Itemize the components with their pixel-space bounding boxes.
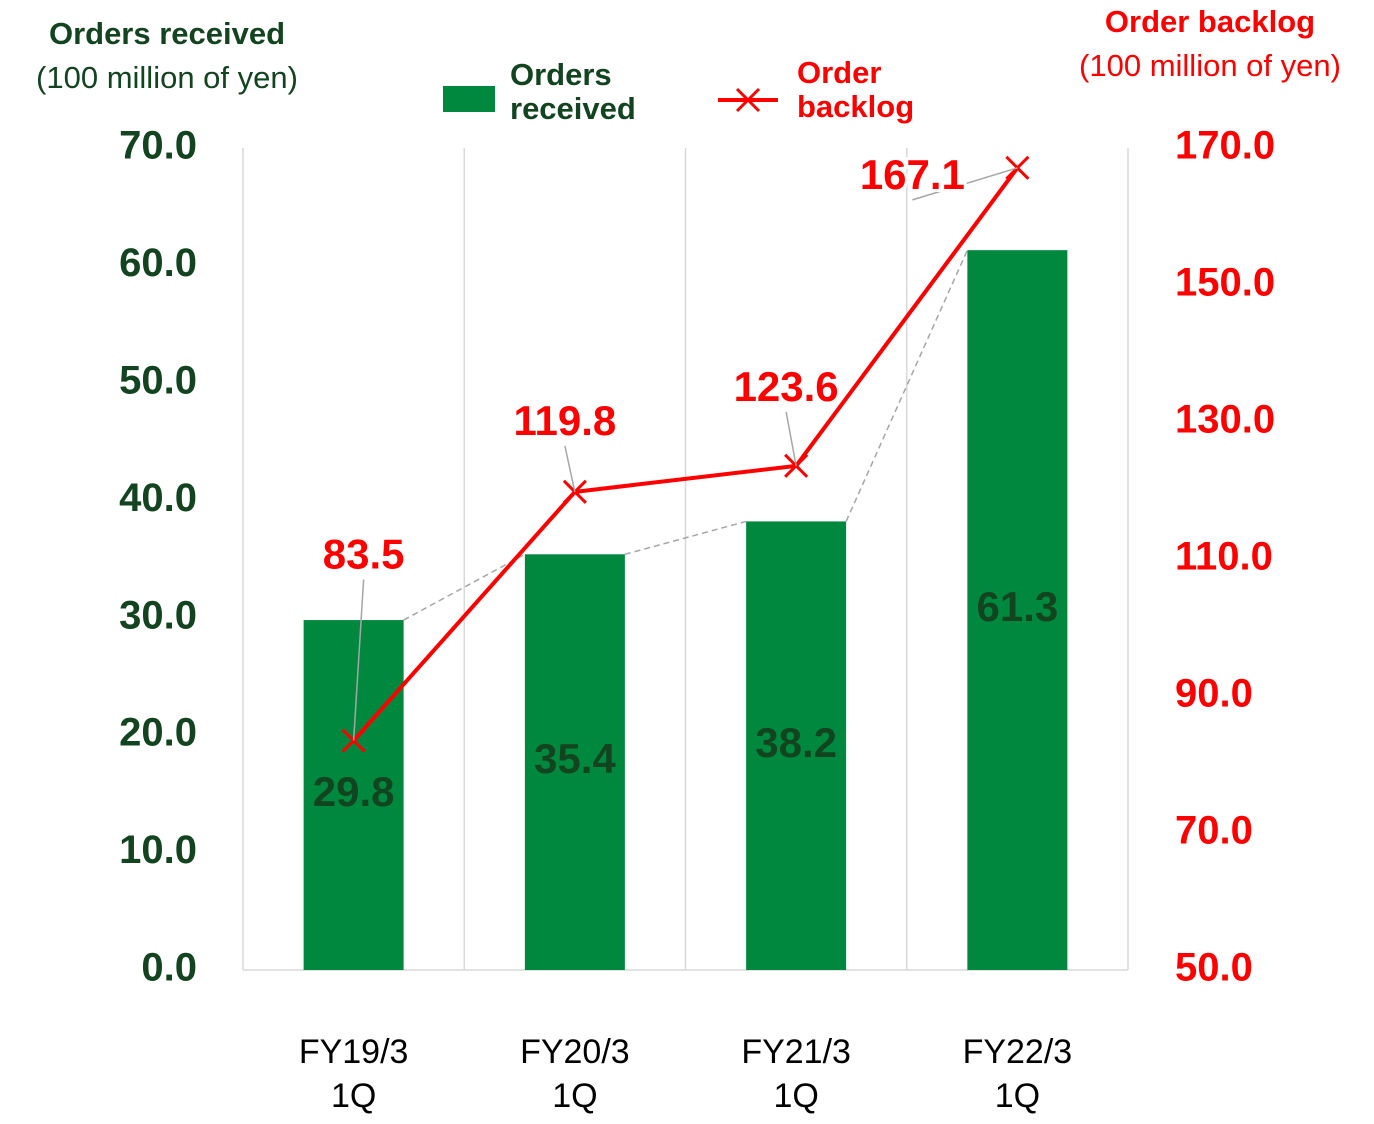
left-axis-unit: (100 million of yen) [36,60,298,95]
y2-tick-label: 70.0 [1175,809,1253,853]
y-tick-label: 10.0 [119,828,197,872]
y2-tick-label: 150.0 [1175,261,1275,305]
y2-tick-label: 170.0 [1175,124,1275,168]
left-axis-title: Orders received [49,16,285,51]
y-tick-label: 30.0 [119,593,197,637]
x-tick-label: FY19/3 1Q [298,1033,409,1115]
bar-value-label: 61.3 [977,583,1059,630]
right-axis-unit: (100 million of yen) [1079,48,1341,83]
series-line [403,553,526,621]
y2-tick-label: 110.0 [1175,535,1273,579]
y2-tick-label: 90.0 [1175,672,1253,716]
line-marker [1005,155,1030,180]
series-line [624,520,747,556]
legend-label: Order backlog [797,55,915,124]
line-value-label: 167.1 [860,151,965,198]
leader-line [785,411,797,466]
line [352,166,1019,742]
y-tick-label: 0.0 [141,946,197,990]
bar [967,250,1068,971]
bar-value-label: 29.8 [313,768,395,815]
y-tick-label: 40.0 [119,476,197,520]
y2-tick-label: 50.0 [1175,946,1253,990]
y-tick-label: 50.0 [119,358,197,402]
line-value-label: 83.5 [323,531,405,578]
legend-label: Orders received [510,57,636,126]
y-tick-label: 20.0 [119,711,197,755]
bar [524,554,625,970]
x-tick-label: FY21/3 1Q [741,1033,851,1115]
leader-line [352,579,365,741]
y-tick-label: 60.0 [119,241,197,285]
leader-line [912,167,1018,201]
legend-swatch [443,86,495,112]
bar [303,620,404,970]
bar-value-label: 35.4 [534,735,616,782]
x-tick-label: FY22/3 1Q [962,1033,1073,1115]
line-value-label: 119.8 [513,397,616,444]
y2-tick-label: 130.0 [1175,398,1275,442]
leader-line [564,445,576,493]
y-tick-label: 70.0 [119,124,197,168]
x-tick-label: FY20/3 1Q [520,1033,630,1115]
line-value-label: 123.6 [734,363,839,410]
legend-marker [735,87,761,113]
right-axis-title: Order backlog [1105,4,1315,39]
bar-value-label: 38.2 [755,719,837,766]
bar [746,521,847,970]
